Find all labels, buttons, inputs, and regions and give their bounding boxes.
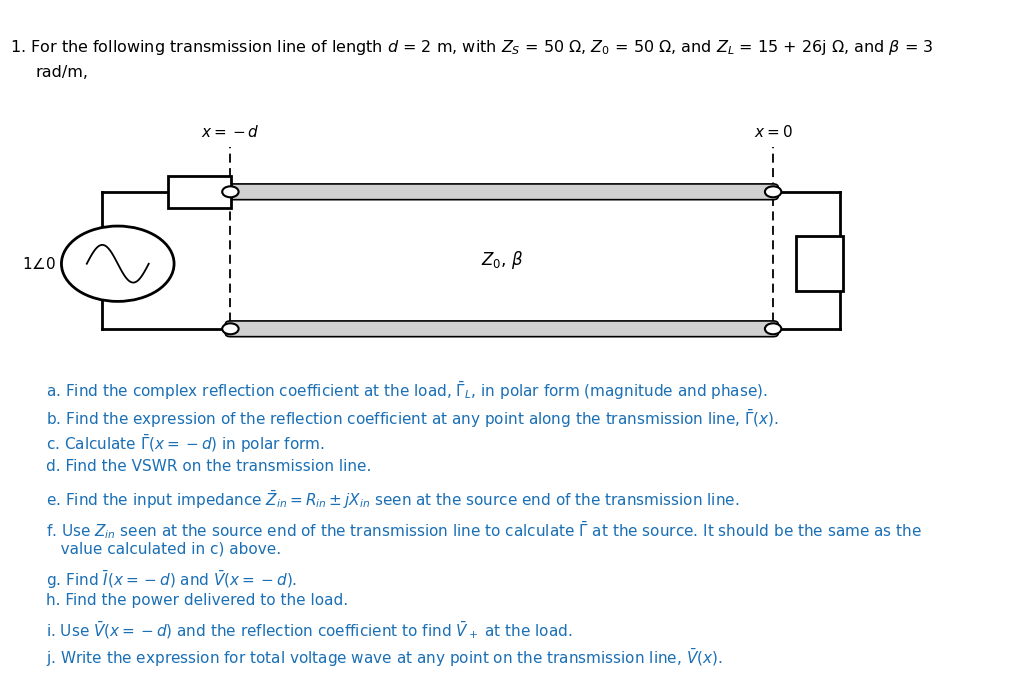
Text: 1$\angle$0: 1$\angle$0 — [23, 256, 56, 272]
Text: $Z_0$, $\beta$: $Z_0$, $\beta$ — [480, 249, 523, 271]
Text: $x = -d$: $x = -d$ — [201, 125, 260, 140]
FancyBboxPatch shape — [225, 184, 778, 200]
Text: g. Find $\bar{I}(x = -d)$ and $\bar{V}(x = -d)$.: g. Find $\bar{I}(x = -d)$ and $\bar{V}(x… — [46, 569, 297, 590]
Text: h. Find the power delivered to the load.: h. Find the power delivered to the load. — [46, 593, 348, 608]
Text: d. Find the VSWR on the transmission line.: d. Find the VSWR on the transmission lin… — [46, 459, 372, 474]
Text: $Z_S$: $Z_S$ — [190, 182, 209, 201]
Text: i. Use $\bar{V}(x = -d)$ and the reflection coefficient to find $\bar{V}_+$ at t: i. Use $\bar{V}(x = -d)$ and the reflect… — [46, 620, 572, 641]
Circle shape — [765, 323, 781, 334]
Text: value calculated in c) above.: value calculated in c) above. — [46, 541, 282, 556]
Circle shape — [222, 323, 239, 334]
FancyBboxPatch shape — [225, 321, 778, 336]
Text: f. Use $Z_{in}$ seen at the source end of the transmission line to calculate $\b: f. Use $Z_{in}$ seen at the source end o… — [46, 519, 922, 541]
Text: j. Write the expression for total voltage wave at any point on the transmission : j. Write the expression for total voltag… — [46, 647, 723, 669]
Text: b. Find the expression of the reflection coefficient at any point along the tran: b. Find the expression of the reflection… — [46, 408, 779, 429]
FancyBboxPatch shape — [796, 236, 843, 292]
Circle shape — [765, 186, 781, 197]
Text: rad/m,: rad/m, — [36, 65, 89, 80]
Text: 1. For the following transmission line of length $d$ = 2 m, with $Z_S$ = 50 $\Om: 1. For the following transmission line o… — [10, 38, 934, 57]
Text: $Z_L$: $Z_L$ — [810, 254, 828, 273]
Text: c. Calculate $\bar{\Gamma}(x = -d)$ in polar form.: c. Calculate $\bar{\Gamma}(x = -d)$ in p… — [46, 433, 326, 455]
FancyBboxPatch shape — [168, 176, 231, 208]
Text: a. Find the complex reflection coefficient at the load, $\bar{\Gamma}_L$, in pol: a. Find the complex reflection coefficie… — [46, 380, 768, 402]
Circle shape — [222, 186, 239, 197]
Text: e. Find the input impedance $\bar{Z}_{in} = R_{in} \pm jX_{in}$ seen at the sour: e. Find the input impedance $\bar{Z}_{in… — [46, 489, 739, 511]
Text: $x = 0$: $x = 0$ — [754, 125, 793, 140]
